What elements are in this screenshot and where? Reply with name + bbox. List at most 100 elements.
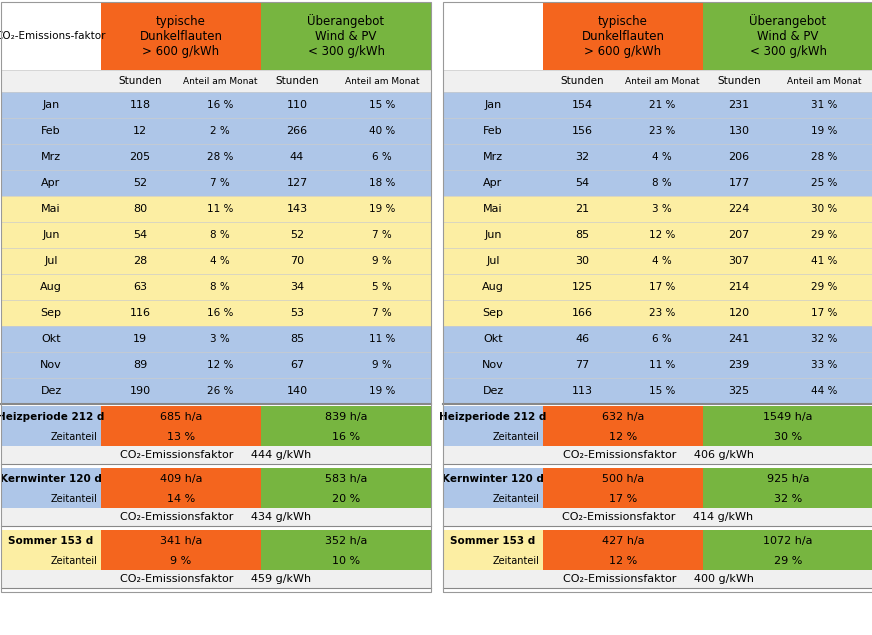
- Text: 9 %: 9 %: [372, 360, 392, 370]
- Text: Stunden: Stunden: [717, 76, 760, 86]
- Text: Sep: Sep: [40, 308, 62, 318]
- Text: Sommer 153 d: Sommer 153 d: [450, 536, 535, 546]
- Text: Nov: Nov: [40, 360, 62, 370]
- Text: 206: 206: [728, 152, 750, 162]
- Text: 156: 156: [571, 126, 592, 136]
- Text: 21: 21: [575, 204, 589, 214]
- Bar: [1, 274, 431, 300]
- Text: 29 %: 29 %: [773, 556, 802, 566]
- Text: 118: 118: [129, 100, 151, 110]
- Text: Jul: Jul: [487, 256, 500, 266]
- Bar: [101, 490, 261, 508]
- Bar: [1, 552, 431, 570]
- Text: Jul: Jul: [44, 256, 58, 266]
- Bar: [1, 92, 431, 118]
- Text: 12 %: 12 %: [609, 432, 637, 442]
- Text: Apr: Apr: [483, 178, 502, 188]
- Bar: [261, 468, 431, 490]
- Text: Apr: Apr: [41, 178, 61, 188]
- Text: Jan: Jan: [484, 100, 501, 110]
- Bar: [1, 300, 431, 326]
- Text: Anteil am Monat: Anteil am Monat: [183, 76, 257, 86]
- Text: 44: 44: [290, 152, 304, 162]
- Text: CO₂-Emissionsfaktor     414 g/kWh: CO₂-Emissionsfaktor 414 g/kWh: [562, 512, 753, 522]
- Bar: [1, 118, 431, 144]
- Text: 13 %: 13 %: [167, 432, 195, 442]
- Text: 925 h/a: 925 h/a: [766, 474, 809, 484]
- Text: 63: 63: [133, 282, 147, 292]
- Bar: [101, 428, 261, 446]
- Bar: [443, 468, 872, 490]
- Bar: [1, 326, 431, 352]
- Text: 685 h/a: 685 h/a: [160, 412, 202, 422]
- Text: 12 %: 12 %: [649, 230, 675, 240]
- Bar: [1, 378, 431, 404]
- Text: 14 %: 14 %: [167, 494, 195, 504]
- Text: 325: 325: [728, 386, 750, 396]
- Bar: [703, 552, 872, 570]
- Text: Okt: Okt: [483, 334, 503, 344]
- Bar: [1, 170, 431, 196]
- Text: Kernwinter 120 d: Kernwinter 120 d: [442, 474, 544, 484]
- Text: Heizperiode 212 d: Heizperiode 212 d: [0, 412, 105, 422]
- Text: 120: 120: [728, 308, 750, 318]
- Bar: [1, 570, 431, 588]
- Text: 29 %: 29 %: [811, 282, 837, 292]
- Text: 9 %: 9 %: [170, 556, 192, 566]
- Bar: [703, 2, 872, 70]
- Bar: [1, 222, 431, 248]
- Text: Stunden: Stunden: [276, 76, 319, 86]
- Bar: [543, 428, 703, 446]
- Text: 12: 12: [133, 126, 147, 136]
- Text: 17 %: 17 %: [649, 282, 675, 292]
- Text: 23 %: 23 %: [649, 126, 675, 136]
- Bar: [443, 144, 872, 170]
- Text: Dez: Dez: [40, 386, 62, 396]
- Bar: [443, 196, 872, 222]
- Text: 127: 127: [286, 178, 308, 188]
- Text: 3 %: 3 %: [652, 204, 671, 214]
- Text: 19 %: 19 %: [369, 204, 395, 214]
- Text: 177: 177: [728, 178, 750, 188]
- Text: 632 h/a: 632 h/a: [602, 412, 644, 422]
- Text: 11 %: 11 %: [649, 360, 675, 370]
- Text: Anteil am Monat: Anteil am Monat: [624, 76, 699, 86]
- Text: 6 %: 6 %: [652, 334, 671, 344]
- Text: 1072 h/a: 1072 h/a: [763, 536, 813, 546]
- Text: 190: 190: [129, 386, 151, 396]
- Bar: [443, 428, 872, 446]
- Text: 32: 32: [575, 152, 589, 162]
- Text: 80: 80: [133, 204, 147, 214]
- Text: 16 %: 16 %: [332, 432, 360, 442]
- Text: 4 %: 4 %: [652, 152, 671, 162]
- Bar: [443, 170, 872, 196]
- Bar: [101, 468, 261, 490]
- Text: 4 %: 4 %: [652, 256, 671, 266]
- Bar: [703, 406, 872, 428]
- Bar: [261, 428, 431, 446]
- Text: Jan: Jan: [43, 100, 59, 110]
- Text: 5 %: 5 %: [372, 282, 392, 292]
- Text: 113: 113: [571, 386, 592, 396]
- Text: Mrz: Mrz: [483, 152, 503, 162]
- Text: 409 h/a: 409 h/a: [160, 474, 202, 484]
- Bar: [443, 446, 872, 464]
- Bar: [703, 428, 872, 446]
- Text: 207: 207: [728, 230, 750, 240]
- Bar: [1, 468, 431, 490]
- Text: 53: 53: [290, 308, 304, 318]
- Bar: [101, 552, 261, 570]
- Bar: [443, 490, 872, 508]
- Text: 18 %: 18 %: [369, 178, 395, 188]
- Text: Sommer 153 d: Sommer 153 d: [9, 536, 93, 546]
- Bar: [443, 2, 872, 592]
- Text: Zeitanteil: Zeitanteil: [492, 556, 539, 566]
- Bar: [543, 468, 703, 490]
- Text: 8 %: 8 %: [210, 230, 230, 240]
- Text: 28: 28: [133, 256, 147, 266]
- Text: Anteil am Monat: Anteil am Monat: [787, 76, 862, 86]
- Text: Zeitanteil: Zeitanteil: [50, 432, 97, 442]
- Bar: [1, 144, 431, 170]
- Text: 40 %: 40 %: [369, 126, 395, 136]
- Text: 125: 125: [571, 282, 593, 292]
